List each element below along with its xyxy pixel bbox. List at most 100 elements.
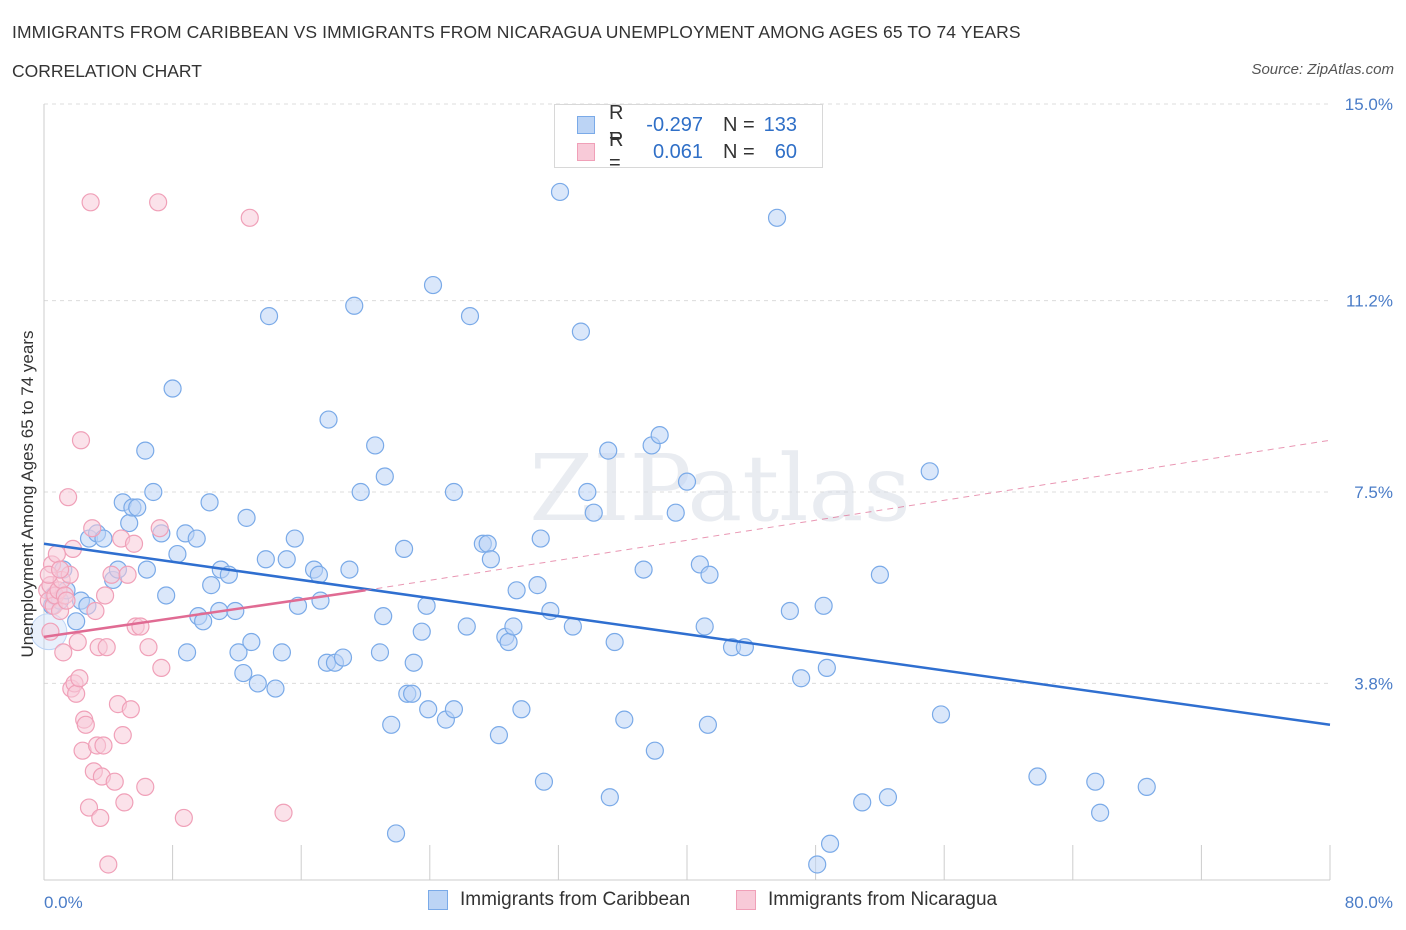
trend-line-extension: [365, 439, 1331, 591]
y-tick-labels: 3.8% 7.5% 11.2% 15.0%: [1345, 95, 1393, 693]
series-legend-caribbean: Immigrants from Caribbean: [428, 889, 690, 911]
legend-r-value: -0.297: [646, 113, 703, 136]
caribbean-point: [460, 307, 480, 326]
nicaragua-point: [54, 643, 73, 662]
caribbean-point: [177, 643, 197, 662]
legend-r-value: 0.061: [652, 140, 703, 163]
caribbean-point: [698, 715, 717, 734]
caribbean-point: [695, 617, 714, 636]
nicaragua-point: [59, 488, 78, 507]
caribbean-point: [615, 710, 634, 729]
legend-label-nicaragua: Immigrants from Nicaragua: [768, 889, 998, 910]
caribbean-point: [67, 612, 86, 631]
y-tick-label: 11.2%: [1346, 292, 1393, 311]
caribbean-point: [870, 565, 890, 584]
caribbean-point: [808, 855, 827, 874]
caribbean-point: [507, 581, 526, 600]
caribbean-point: [319, 410, 338, 429]
nicaragua-point: [131, 617, 150, 636]
nicaragua-point: [118, 565, 137, 584]
caribbean-point: [550, 182, 570, 202]
nicaragua-point: [83, 519, 102, 538]
caribbean-point: [571, 322, 591, 341]
caribbean-point: [700, 565, 719, 584]
caribbean-point: [481, 550, 500, 569]
nicaragua-point: [81, 193, 100, 212]
caribbean-point: [512, 700, 531, 719]
legend-swatch-caribbean: [577, 116, 595, 134]
caribbean-point: [504, 617, 523, 636]
caribbean-point: [820, 834, 840, 853]
nicaragua-point: [102, 565, 121, 584]
nicaragua-point: [57, 591, 76, 610]
nicaragua-point: [79, 798, 99, 817]
caribbean-point: [634, 560, 653, 579]
caribbean-point: [1137, 777, 1156, 796]
caribbean-point: [457, 617, 476, 636]
caribbean-point: [386, 824, 406, 843]
nicaragua-point: [121, 700, 140, 719]
caribbean-point: [242, 632, 261, 652]
caribbean-point: [229, 643, 248, 662]
nicaragua-point: [99, 855, 118, 874]
caribbean-point: [394, 539, 414, 559]
x-tick-label-max: 80.0%: [1345, 893, 1393, 912]
caribbean-point: [853, 793, 872, 812]
caribbean-point: [531, 529, 550, 548]
nicaragua-trend-line: [43, 589, 366, 639]
caribbean-point: [237, 508, 256, 527]
x-tick-label-min: 0.0%: [44, 893, 83, 912]
caribbean-point: [578, 482, 597, 502]
caribbean-point: [584, 503, 603, 522]
caribbean-point: [792, 669, 811, 688]
caribbean-point: [599, 441, 618, 460]
caribbean-point: [767, 208, 787, 227]
caribbean-point: [120, 513, 139, 533]
nicaragua-point: [139, 638, 158, 657]
nicaragua-point: [86, 601, 105, 621]
nicaragua-point: [274, 803, 293, 822]
caribbean-point: [144, 482, 163, 502]
series-legend-nicaragua: Immigrants from Nicaragua: [736, 889, 997, 911]
caribbean-point: [345, 296, 364, 315]
caribbean-point: [417, 596, 436, 615]
legend-label-caribbean: Immigrants from Caribbean: [460, 889, 691, 910]
caribbean-point: [333, 648, 353, 667]
nicaragua-point: [70, 669, 89, 688]
caribbean-point: [817, 658, 836, 677]
caribbean-point: [382, 715, 401, 734]
caribbean-trend-line: [43, 542, 1331, 727]
caribbean-point: [136, 441, 155, 460]
caribbean-point: [600, 788, 619, 807]
legend-row-caribbean: R = -0.297 N = 133: [577, 102, 797, 147]
caribbean-point: [277, 550, 296, 569]
legend-n-value: 60: [774, 140, 797, 163]
caribbean-point: [202, 576, 221, 595]
caribbean-point: [187, 529, 206, 548]
legend-n-label: N =: [723, 140, 755, 163]
caribbean-point: [419, 700, 438, 719]
nicaragua-point: [91, 808, 110, 828]
y-tick-label: 15.0%: [1345, 95, 1393, 114]
caribbean-point: [157, 586, 176, 605]
caribbean-point: [423, 275, 443, 295]
y-tick-label: 3.8%: [1354, 674, 1393, 693]
caribbean-point: [272, 643, 292, 662]
caribbean-point: [677, 472, 697, 491]
caribbean-point: [666, 503, 685, 522]
y-axis-label: Unemployment Among Ages 65 to 74 years: [18, 331, 37, 658]
legend-r-label: R =: [609, 102, 624, 147]
caribbean-point: [412, 622, 431, 641]
caribbean-point: [266, 679, 285, 698]
caribbean-point: [366, 436, 385, 455]
caribbean-point: [375, 467, 394, 486]
caribbean-point: [374, 607, 393, 626]
legend-swatch-caribbean: [428, 890, 448, 910]
caribbean-point: [605, 632, 624, 652]
caribbean-point: [259, 307, 279, 326]
caribbean-point: [370, 643, 390, 662]
x-ticks: [43, 845, 1331, 880]
nicaragua-point: [174, 808, 193, 828]
gridlines: [44, 103, 1330, 684]
caribbean-point: [403, 684, 422, 703]
